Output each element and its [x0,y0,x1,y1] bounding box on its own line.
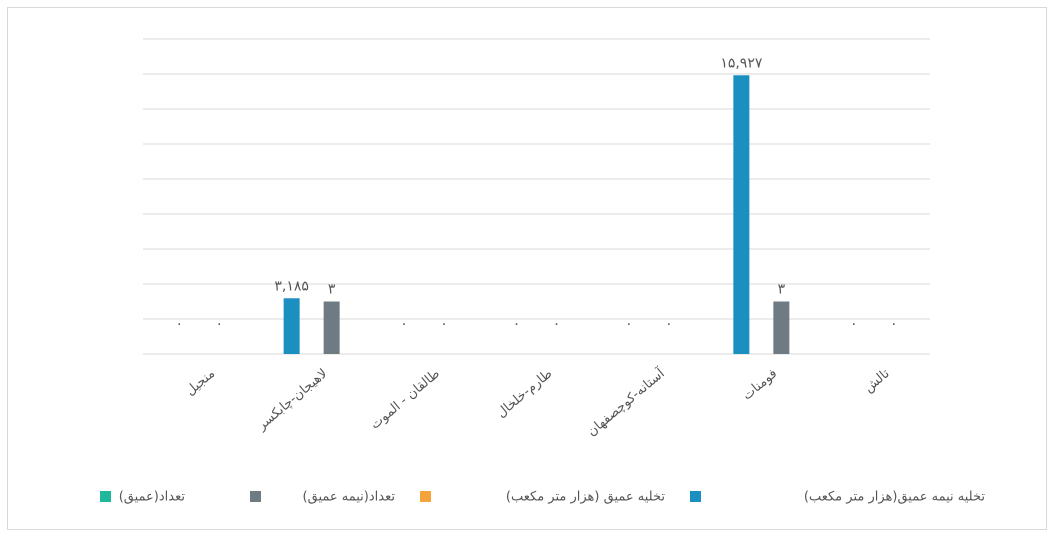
legend-swatch [690,491,701,502]
data-label: ٠ [850,316,858,332]
legend-label: تخلیه عمیق (هزار متر مکعب) [506,490,665,505]
bar [773,301,790,354]
bar [323,301,340,354]
chart-frame [7,7,1047,530]
bar [283,298,300,354]
data-label: ٠ [665,316,673,332]
data-label: ٠ [553,316,561,332]
data-label: ٠ [440,316,448,332]
data-label: ٠ [175,316,183,332]
data-label: ٠ [625,316,633,332]
data-label: ۳ [328,282,336,298]
legend-swatch [250,491,261,502]
data-label: ۱۵,۹۲۷ [720,55,763,71]
legend-swatch [100,491,111,502]
data-label: ٠ [215,316,223,332]
data-label: ۳ [778,282,786,298]
data-label: ٠ [400,316,408,332]
bar [733,75,750,354]
data-label: ۳,۱۸۵ [274,278,309,294]
legend-swatch [420,491,431,502]
legend-label: تخلیه نیمه عمیق(هزار متر مکعب) [804,490,985,505]
data-label: ٠ [890,316,898,332]
legend-label: تعداد(نیمه عمیق) [303,490,396,505]
data-label: ٠ [513,316,521,332]
legend-label: تعداد(عمیق) [119,490,186,505]
